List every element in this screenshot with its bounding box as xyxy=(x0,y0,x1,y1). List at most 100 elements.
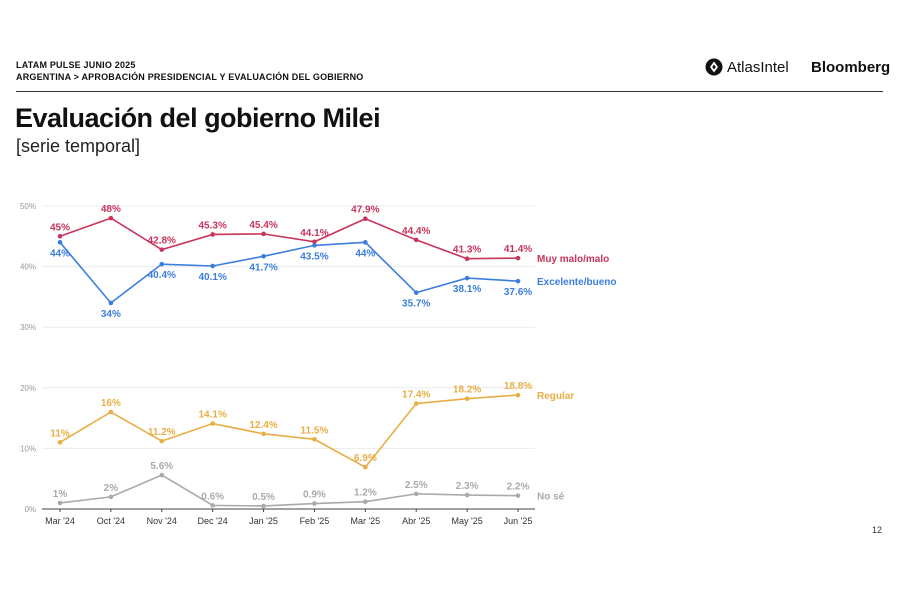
page-number: 12 xyxy=(872,525,883,535)
series-line-excelente-bueno xyxy=(59,241,519,305)
x-tick-label: Oct '24 xyxy=(97,516,125,526)
data-label-muy-malo-malo: 47.9% xyxy=(351,205,379,216)
data-label-no-s: 1% xyxy=(53,489,68,500)
atlasintel-icon xyxy=(705,58,723,76)
data-label-excelente-bueno: 38.1% xyxy=(453,284,481,295)
data-point-no-s xyxy=(108,494,114,500)
data-point-muy-malo-malo xyxy=(210,232,215,237)
data-label-excelente-bueno: 35.7% xyxy=(402,299,430,310)
data-label-no-s: 2.5% xyxy=(405,480,428,491)
data-label-muy-malo-malo: 41.4% xyxy=(504,244,532,255)
data-label-excelente-bueno: 40.4% xyxy=(148,270,176,281)
x-tick-label: Dec '24 xyxy=(198,516,228,526)
y-tick-label: 50% xyxy=(20,202,36,211)
data-label-no-s: 5.6% xyxy=(150,461,173,472)
data-point-muy-malo-malo xyxy=(515,255,521,261)
data-point-no-s xyxy=(464,492,470,498)
data-label-muy-malo-malo: 45.4% xyxy=(249,220,277,231)
data-label-no-s: 0.6% xyxy=(201,491,224,502)
data-point-regular xyxy=(57,440,63,445)
x-tick-label: Feb '25 xyxy=(300,516,330,526)
data-point-no-s xyxy=(312,501,317,506)
x-tick-label: Nov '24 xyxy=(147,516,177,526)
data-point-excelente-bueno xyxy=(515,278,521,284)
data-label-excelente-bueno: 41.7% xyxy=(249,262,277,273)
data-label-muy-malo-malo: 44.1% xyxy=(300,228,328,239)
data-point-excelente-bueno xyxy=(57,240,63,245)
data-label-regular: 6.9% xyxy=(354,453,377,464)
data-point-muy-malo-malo xyxy=(261,231,266,237)
data-label-regular: 18.2% xyxy=(453,385,481,396)
data-point-muy-malo-malo xyxy=(108,215,114,221)
y-tick-label: 10% xyxy=(20,444,36,453)
data-point-excelente-bueno xyxy=(413,290,419,295)
data-point-no-s xyxy=(159,472,165,478)
data-point-muy-malo-malo xyxy=(312,239,317,245)
report-breadcrumb: ARGENTINA > APROBACIÓN PRESIDENCIAL Y EV… xyxy=(16,72,364,82)
page-subtitle: [serie temporal] xyxy=(16,136,141,156)
data-label-excelente-bueno: 44% xyxy=(355,248,375,259)
data-point-regular xyxy=(515,392,521,398)
data-point-no-s xyxy=(57,500,63,506)
x-tick-label: Abr '25 xyxy=(402,516,430,526)
series-line-no-s xyxy=(59,474,519,507)
data-point-excelente-bueno xyxy=(464,275,470,281)
data-point-regular xyxy=(363,464,368,470)
data-label-regular: 11.2% xyxy=(148,427,176,438)
data-point-regular xyxy=(108,409,114,415)
header-divider xyxy=(16,91,883,92)
data-label-no-s: 2% xyxy=(104,483,119,494)
y-tick-label: 0% xyxy=(24,505,36,514)
atlasintel-logo: AtlasIntel xyxy=(705,58,789,76)
data-point-excelente-bueno xyxy=(210,263,215,269)
data-label-excelente-bueno: 34% xyxy=(101,309,121,320)
data-point-muy-malo-malo xyxy=(464,256,470,262)
data-point-regular xyxy=(413,401,419,406)
data-point-muy-malo-malo xyxy=(57,234,63,239)
bloomberg-logo: Bloomberg xyxy=(811,59,891,76)
data-label-muy-malo-malo: 45.3% xyxy=(198,220,226,231)
data-label-regular: 18.8% xyxy=(504,381,532,392)
legend-label-regular: Regular xyxy=(537,391,574,402)
data-label-no-s: 0.9% xyxy=(303,490,326,501)
x-tick-label: Mar '25 xyxy=(350,516,380,526)
data-label-regular: 16% xyxy=(101,398,121,409)
data-point-excelente-bueno xyxy=(159,261,165,267)
data-label-regular: 11.5% xyxy=(301,425,329,436)
data-point-no-s xyxy=(363,499,368,505)
data-label-muy-malo-malo: 41.3% xyxy=(453,245,481,256)
data-point-no-s xyxy=(515,493,521,498)
data-point-regular xyxy=(464,396,470,402)
data-label-muy-malo-malo: 42.8% xyxy=(148,236,176,247)
series-line-muy-malo-malo xyxy=(59,217,519,260)
atlasintel-wordmark: AtlasIntel xyxy=(727,58,789,76)
data-point-muy-malo-malo xyxy=(413,237,419,243)
data-label-no-s: 0.5% xyxy=(252,492,275,503)
data-point-excelente-bueno xyxy=(108,300,114,306)
x-tick-label: Mar '24 xyxy=(45,516,75,526)
y-tick-label: 40% xyxy=(20,263,36,272)
legend-label-no-s: No sé xyxy=(537,492,565,503)
x-tick-label: Jun '25 xyxy=(504,516,533,526)
page-title: Evaluación del gobierno Milei xyxy=(15,103,381,133)
data-point-regular xyxy=(261,431,266,437)
report-title: LATAM PULSE JUNIO 2025 xyxy=(16,60,136,70)
data-point-regular xyxy=(159,438,165,444)
data-label-excelente-bueno: 43.5% xyxy=(300,251,328,262)
data-label-muy-malo-malo: 45% xyxy=(50,222,70,233)
legend-label-excelente-bueno: Excelente/bueno xyxy=(537,277,616,288)
data-point-regular xyxy=(210,421,215,426)
data-label-no-s: 2.3% xyxy=(456,481,479,492)
data-point-excelente-bueno xyxy=(261,253,266,259)
data-label-muy-malo-malo: 48% xyxy=(101,204,121,215)
data-point-excelente-bueno xyxy=(312,243,317,248)
data-label-regular: 17.4% xyxy=(402,390,430,401)
x-tick-label: Jan '25 xyxy=(249,516,278,526)
data-point-no-s xyxy=(210,503,215,508)
data-label-excelente-bueno: 40.1% xyxy=(198,272,226,283)
data-label-regular: 14.1% xyxy=(198,410,226,421)
data-point-muy-malo-malo xyxy=(159,247,165,252)
data-label-excelente-bueno: 37.6% xyxy=(504,287,532,298)
data-point-regular xyxy=(312,437,317,442)
